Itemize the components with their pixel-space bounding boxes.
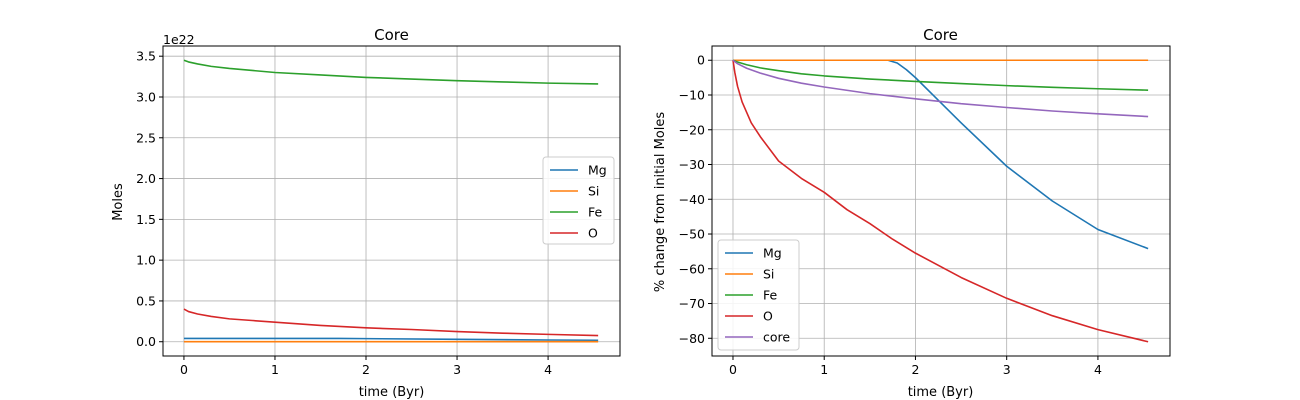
left-chart-axes-frame <box>162 45 621 357</box>
left-chart-ytick-label: 3.0 <box>136 89 156 104</box>
left-chart-offset-label: 1e22 <box>163 32 195 47</box>
right-chart-legend-label-core: core <box>763 330 790 345</box>
right-chart-xtick-label: 4 <box>1094 362 1102 377</box>
right-chart-ytick-label: −30 <box>679 157 705 172</box>
right-chart-ytick-label: 0 <box>697 53 705 68</box>
right-chart-legend-label-fe: Fe <box>763 288 778 303</box>
left-chart-legend-box <box>542 156 615 245</box>
left-chart-xtick-label: 1 <box>271 362 279 377</box>
left-chart-ytick-label: 1.5 <box>136 212 156 227</box>
right-chart-series-o-line <box>732 60 1149 343</box>
right-chart-legend-label-mg: Mg <box>763 246 782 261</box>
right-chart: Core time (Byr) % change from initial Mo… <box>653 26 1171 400</box>
right-chart-title: Core <box>923 26 958 44</box>
right-chart-ytick-label: −20 <box>679 122 705 137</box>
left-chart-legend-label-o: O <box>588 226 598 241</box>
left-chart-series-o-line <box>183 308 599 337</box>
right-chart-ytick-label: −10 <box>679 88 705 103</box>
left-chart: Core 1e22 time (Byr) Moles 0 1 2 3 4 0.0 0.5 1.… <box>111 26 621 400</box>
right-chart-ytick-label: −70 <box>679 296 705 311</box>
left-chart-ytick-label: 2.0 <box>136 171 156 186</box>
right-chart-xtick-label: 3 <box>1003 362 1011 377</box>
left-chart-title: Core <box>374 26 409 44</box>
right-chart-legend-label-si: Si <box>763 267 774 282</box>
left-chart-ytick-label: 0.5 <box>136 293 156 308</box>
right-chart-legend-label-o: O <box>763 309 773 324</box>
right-chart-axes-frame <box>711 45 1171 357</box>
left-chart-legend: Mg Si Fe O <box>542 156 615 245</box>
left-chart-ylabel: Moles <box>111 183 126 221</box>
left-chart-legend-label-mg: Mg <box>588 163 607 178</box>
left-chart-xtick-label: 3 <box>453 362 461 377</box>
right-chart-xtick-label: 1 <box>820 362 828 377</box>
right-chart-legend-box <box>717 239 800 351</box>
left-chart-ytick-label: 0.0 <box>136 334 156 349</box>
left-chart-legend-label-si: Si <box>588 184 599 199</box>
left-chart-series-mg-line <box>183 337 599 342</box>
right-chart-ytick-label: −60 <box>679 261 705 276</box>
right-chart-ytick-label: −40 <box>679 192 705 207</box>
left-chart-xlabel: time (Byr) <box>359 385 425 400</box>
left-chart-legend-label-fe: Fe <box>588 205 603 220</box>
right-chart-series-fe-line <box>732 59 1149 91</box>
left-chart-xtick-label: 2 <box>362 362 370 377</box>
right-chart-ytick-label: −50 <box>679 227 705 242</box>
left-chart-ytick-label: 3.5 <box>136 49 156 64</box>
left-chart-ytick-label: 2.5 <box>136 130 156 145</box>
right-chart-xtick-label: 0 <box>729 362 737 377</box>
right-chart-xtick-label: 2 <box>911 362 919 377</box>
left-chart-series-fe-line <box>183 59 599 85</box>
left-chart-ytick-label: 1.0 <box>136 253 156 268</box>
right-chart-series-mg-line <box>732 59 1149 250</box>
right-chart-xlabel: time (Byr) <box>908 385 974 400</box>
right-chart-series-core-line <box>732 59 1149 118</box>
right-chart-ylabel: % change from initial Moles <box>653 112 668 293</box>
right-chart-ytick-label: −80 <box>679 331 705 346</box>
left-chart-xtick-label: 4 <box>544 362 552 377</box>
left-chart-xtick-label: 0 <box>180 362 188 377</box>
